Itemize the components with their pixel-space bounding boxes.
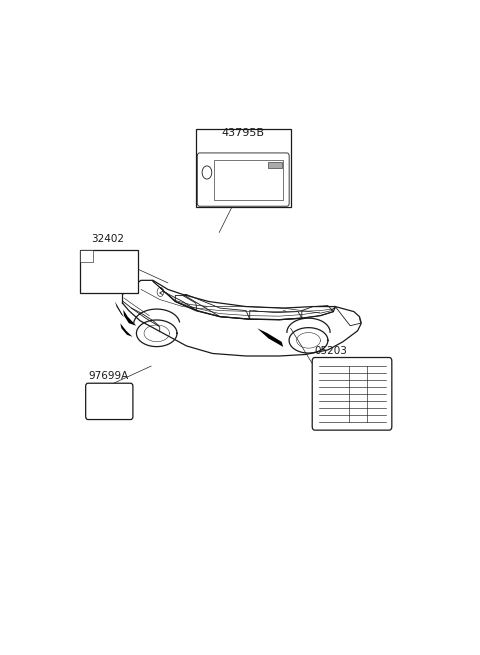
FancyBboxPatch shape	[197, 153, 289, 206]
Polygon shape	[115, 301, 124, 317]
Bar	[196, 129, 290, 207]
FancyBboxPatch shape	[312, 358, 392, 430]
Polygon shape	[120, 323, 132, 337]
Bar	[268, 162, 282, 168]
Text: 43795B: 43795B	[222, 128, 265, 138]
Bar	[215, 160, 283, 200]
Bar	[81, 250, 138, 293]
FancyBboxPatch shape	[85, 383, 133, 420]
Text: 05203: 05203	[315, 346, 348, 356]
Text: 32402: 32402	[91, 234, 124, 244]
Polygon shape	[257, 328, 283, 347]
Polygon shape	[123, 310, 136, 326]
Text: 97699A: 97699A	[88, 371, 128, 381]
Bar	[81, 250, 93, 262]
